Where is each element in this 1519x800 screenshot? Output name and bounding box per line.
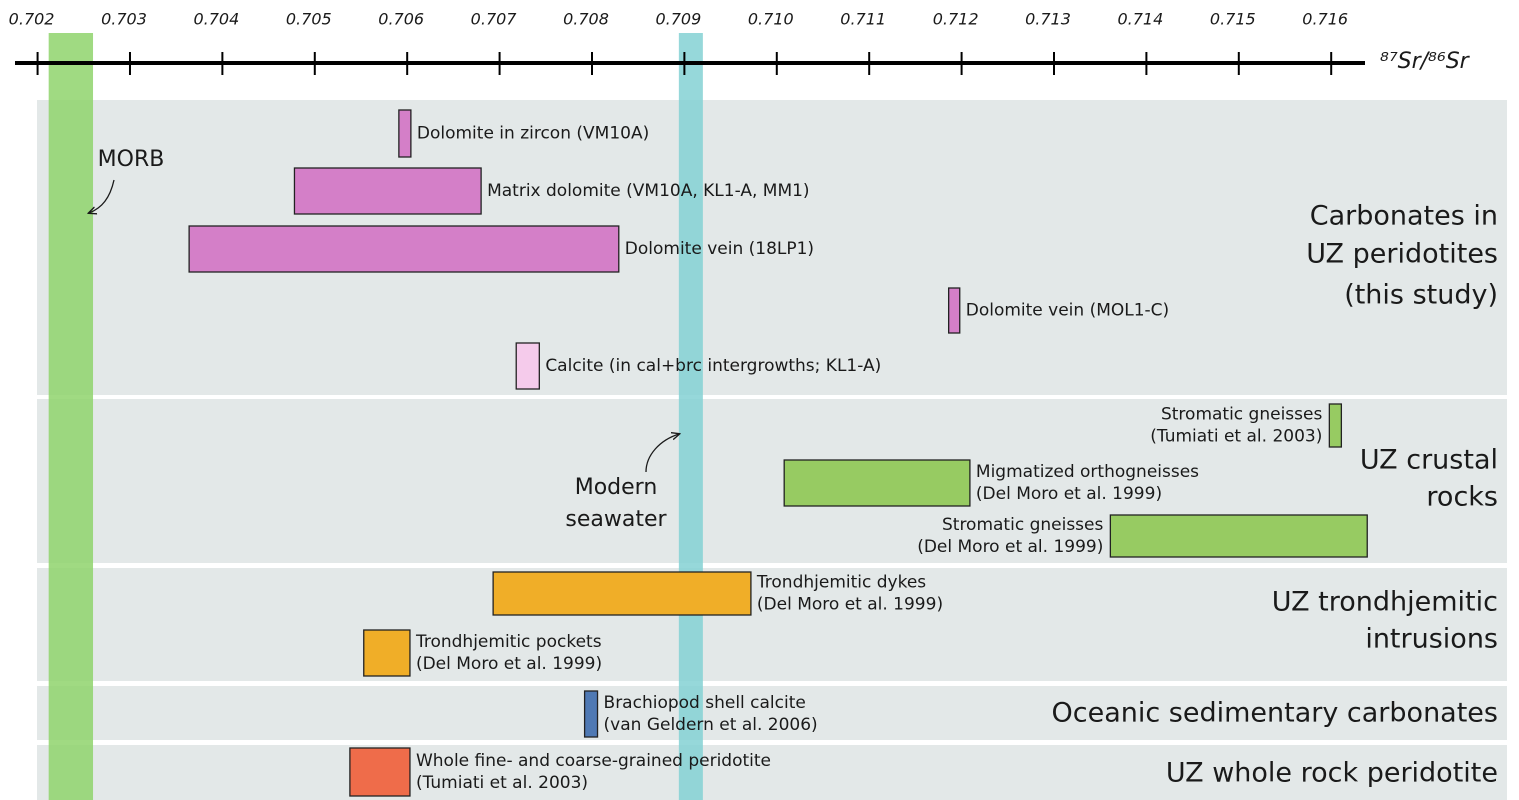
bar-label: (Del Moro et al. 1999) xyxy=(416,654,602,674)
tick-label: 0.708 xyxy=(563,10,609,29)
bar-label: (Del Moro et al. 1999) xyxy=(917,537,1103,557)
bar-label: Calcite (in cal+brc intergrowths; KL1-A) xyxy=(545,356,881,376)
tick-label: 0.713 xyxy=(1025,10,1071,29)
bar-label: (Del Moro et al. 1999) xyxy=(976,484,1162,504)
tick-label: 0.704 xyxy=(193,10,239,29)
bar-label: Stromatic gneisses xyxy=(942,515,1104,535)
bar-label: (Tumiati et al. 2003) xyxy=(1150,427,1322,447)
bar-label: Stromatic gneisses xyxy=(1161,405,1323,425)
seawater-arrow xyxy=(645,434,679,473)
bar-label: Trondhjemitic dykes xyxy=(756,573,926,593)
bar-label: Whole fine- and coarse-grained peridotit… xyxy=(416,751,771,771)
band-label: Modern xyxy=(575,475,658,500)
range-bar xyxy=(398,109,412,158)
group-panel xyxy=(37,686,1507,740)
bar-label: (Del Moro et al. 1999) xyxy=(757,595,943,615)
band-label: MORB xyxy=(98,147,165,172)
range-bar xyxy=(1109,514,1368,558)
x-axis-label: ⁸⁷Sr/⁸⁶Sr xyxy=(1380,49,1471,74)
bar-label: Matrix dolomite (VM10A, KL1-A, MM1) xyxy=(487,181,809,201)
tick-label: 0.709 xyxy=(655,10,701,29)
group-label: UZ peridotites xyxy=(1306,239,1498,270)
bar-label: Migmatized orthogneisses xyxy=(976,462,1199,482)
group-label: Oceanic sedimentary carbonates xyxy=(1051,698,1498,729)
tick-label: 0.711 xyxy=(840,10,886,29)
group-label: (this study) xyxy=(1344,280,1498,311)
reference-band xyxy=(48,33,94,800)
group-label: intrusions xyxy=(1365,624,1498,655)
morb-arrow xyxy=(89,179,115,213)
range-bar xyxy=(492,571,752,616)
group-label: UZ trondhjemitic xyxy=(1272,587,1498,618)
band-label: seawater xyxy=(565,507,667,532)
range-bar xyxy=(188,225,620,273)
bar-label: Dolomite vein (18LP1) xyxy=(625,239,814,259)
range-bar xyxy=(363,629,411,677)
tick-label: 0.712 xyxy=(933,10,979,29)
group-label: Carbonates in xyxy=(1310,201,1498,232)
range-bar xyxy=(583,690,599,738)
tick-label: 0.716 xyxy=(1302,10,1348,29)
group-label: UZ whole rock peridotite xyxy=(1166,758,1498,789)
tick-label: 0.703 xyxy=(101,10,147,29)
range-bar xyxy=(349,747,411,797)
tick-label: 0.705 xyxy=(286,10,332,29)
bar-label: (Tumiati et al. 2003) xyxy=(416,773,588,793)
bar-label: Dolomite vein (MOL1-C) xyxy=(966,301,1169,321)
group-label: rocks xyxy=(1426,482,1498,513)
tick-label: 0.706 xyxy=(378,10,424,29)
tick-label: 0.702 xyxy=(9,10,55,29)
bar-label: (van Geldern et al. 2006) xyxy=(604,715,818,735)
tick-label: 0.715 xyxy=(1210,10,1256,29)
tick-label: 0.710 xyxy=(748,10,794,29)
bar-label: Trondhjemitic pockets xyxy=(415,632,602,652)
bar-label: Brachiopod shell calcite xyxy=(604,693,806,713)
tick-label: 0.707 xyxy=(471,10,518,29)
group-panel xyxy=(37,745,1507,800)
group-panel xyxy=(37,568,1507,681)
tick-label: 0.714 xyxy=(1117,10,1163,29)
range-bar xyxy=(783,459,971,507)
range-bar xyxy=(515,342,540,390)
range-bar xyxy=(1328,403,1343,448)
range-bar xyxy=(948,287,961,334)
bar-label: Dolomite in zircon (VM10A) xyxy=(417,124,649,144)
range-bar xyxy=(293,167,482,215)
reference-band xyxy=(678,33,703,800)
group-label: UZ crustal xyxy=(1360,445,1498,476)
